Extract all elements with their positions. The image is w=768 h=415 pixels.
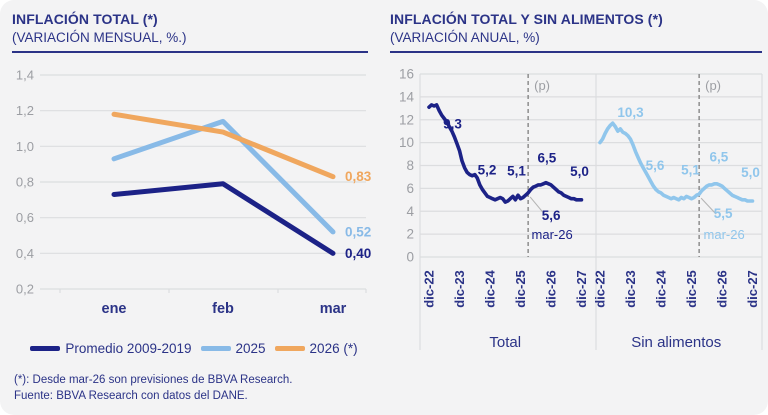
legend-item: Promedio 2009-2019 <box>30 341 192 356</box>
y-axis-label: 16 <box>399 67 414 82</box>
data-label: 9,3 <box>443 117 462 132</box>
right-chart-canvas: 16 14 12 10 8 6 4 2 0 (p) dic-22 dic-23 dic-24 dic-25… <box>399 67 763 351</box>
legend-label: 2025 <box>235 341 266 356</box>
legend-label: Promedio 2009-2019 <box>65 341 192 356</box>
data-label: 6,5 <box>710 150 729 165</box>
footnote-forecast: (*): Desde mar-26 son previsiones de BBV… <box>14 374 293 386</box>
x-axis-label: dic-26 <box>544 270 559 308</box>
right-chart-header: INFLACIÓN TOTAL Y SIN ALIMENTOS (*) (VAR… <box>390 10 762 54</box>
forecast-label: (p) <box>534 78 550 93</box>
x-axis-label: dic-23 <box>452 270 467 308</box>
data-label: 5,2 <box>478 163 497 178</box>
series-line <box>427 103 584 204</box>
series-line <box>111 181 336 256</box>
callout-connector <box>529 196 546 216</box>
legend-label: 2026 (*) <box>309 341 358 356</box>
series-line <box>111 118 336 235</box>
y-axis-label: 0,2 <box>16 282 34 297</box>
data-label: 5,5 <box>714 206 733 221</box>
x-axis-label: dic-27 <box>574 270 589 308</box>
data-label: 5,6 <box>646 158 665 173</box>
y-axis-label: 2 <box>406 227 414 242</box>
x-axis-label: mar <box>320 301 347 317</box>
data-label: 5,6 <box>542 208 561 223</box>
y-axis-label: 12 <box>399 112 414 127</box>
x-axis-label: dic-27 <box>745 270 760 308</box>
left-chart-canvas: 1,4 1,2 1,0 0,8 0,6 0,4 0,2 ene feb mar 0,40 0,52 0,… <box>16 68 372 318</box>
data-label: 5,0 <box>741 165 760 180</box>
y-axis-label: 4 <box>406 204 414 219</box>
x-axis-label: feb <box>212 301 234 317</box>
data-label: 0,52 <box>345 224 371 239</box>
y-axis-label: 6 <box>406 181 414 196</box>
data-label: 5,1 <box>681 163 700 178</box>
legend-swatch <box>200 346 231 351</box>
data-label: 5,0 <box>570 164 589 179</box>
annotation-date: mar-26 <box>704 227 745 242</box>
data-label: 10,3 <box>617 105 644 120</box>
data-label: 5,1 <box>507 164 526 179</box>
data-label: 6,5 <box>538 151 557 166</box>
x-axis-label: ene <box>102 301 127 317</box>
y-axis-label: 1,0 <box>16 139 34 154</box>
legend-item: 2025 <box>200 341 266 356</box>
y-axis-label: 8 <box>406 158 414 173</box>
y-axis-label: 10 <box>399 135 414 150</box>
data-label: 0,40 <box>345 246 371 261</box>
left-chart-title: INFLACIÓN TOTAL (*) <box>12 11 158 27</box>
legend-item: 2026 (*) <box>274 341 358 356</box>
left-chart-header: INFLACIÓN TOTAL (*) (VARIACIÓN MENSUAL, … <box>12 10 368 54</box>
x-axis-label: dic-26 <box>715 270 730 308</box>
series-line <box>598 121 755 203</box>
y-axis-label: 1,2 <box>16 103 34 118</box>
y-axis-label: 0 <box>406 250 414 265</box>
y-axis-label: 0,6 <box>16 210 34 225</box>
x-axis-label: dic-23 <box>623 270 638 308</box>
series-line <box>111 111 336 180</box>
legend-swatch <box>30 346 61 351</box>
right-chart-subtitle: (VARIACIÓN ANUAL, %) <box>390 29 540 45</box>
callout-connector <box>700 197 717 215</box>
y-axis-label: 0,8 <box>16 175 34 190</box>
x-axis-label: dic-22 <box>422 270 437 308</box>
y-axis-label: 0,4 <box>16 246 34 261</box>
panel-label: Total <box>489 334 521 351</box>
y-axis-label: 14 <box>399 89 415 104</box>
x-axis-label: dic-25 <box>684 270 699 308</box>
footnote-source: Fuente: BBVA Research con datos del DANE… <box>14 390 248 403</box>
legend-swatch <box>274 346 305 351</box>
left-chart-legend: Promedio 2009-2019 2025 2026 (*) <box>8 341 380 356</box>
x-axis-label: dic-22 <box>593 270 608 308</box>
data-label: 0,83 <box>345 169 372 184</box>
x-axis-label: dic-24 <box>654 269 669 307</box>
x-axis-label: dic-24 <box>483 269 498 307</box>
annotation-date: mar-26 <box>532 227 573 242</box>
left-chart-subtitle: (VARIACIÓN MENSUAL, %.) <box>12 29 187 45</box>
forecast-label: (p) <box>705 78 721 93</box>
right-chart-title: INFLACIÓN TOTAL Y SIN ALIMENTOS (*) <box>390 11 663 27</box>
panel-label: Sin alimentos <box>631 334 721 351</box>
footnotes: (*): Desde mar-26 son previsiones de BBV… <box>14 372 374 404</box>
y-axis-label: 1,4 <box>16 68 34 83</box>
x-axis-label: dic-25 <box>513 270 528 308</box>
